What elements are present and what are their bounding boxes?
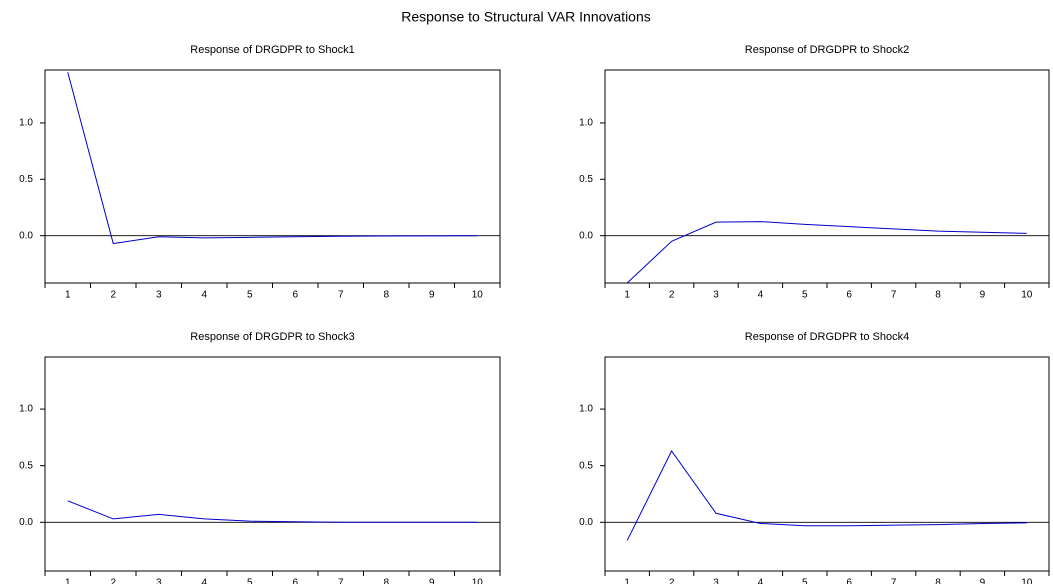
x-tick-label: 2 <box>669 290 675 301</box>
x-tick-label: 2 <box>110 290 116 301</box>
response-line <box>67 500 478 523</box>
x-tick-label: 6 <box>292 290 298 301</box>
response-line <box>626 221 1027 283</box>
x-tick-label: 10 <box>1021 578 1033 584</box>
x-tick-label: 4 <box>201 578 207 584</box>
panel-title: Response of DRGDPR to Shock3 <box>190 331 354 343</box>
x-tick-label: 4 <box>758 290 764 301</box>
x-tick-label: 6 <box>846 290 852 301</box>
response-line <box>626 450 1027 541</box>
y-tick-label: 0.0 <box>579 517 593 528</box>
x-tick-label: 5 <box>802 290 808 301</box>
x-tick-label: 9 <box>429 578 435 584</box>
y-tick-label: 1.0 <box>19 404 33 415</box>
x-tick-label: 4 <box>201 290 207 301</box>
panel-title: Response of DRGDPR to Shock4 <box>745 331 909 343</box>
x-tick-label: 10 <box>1021 290 1033 301</box>
x-tick-label: 3 <box>156 290 162 301</box>
x-tick-label: 4 <box>758 578 764 584</box>
x-tick-label: 8 <box>383 578 389 584</box>
x-tick-label: 5 <box>247 578 253 584</box>
x-tick-label: 3 <box>156 578 162 584</box>
y-tick-label: 1.0 <box>579 404 593 415</box>
x-tick-label: 7 <box>338 578 344 584</box>
x-tick-label: 3 <box>713 578 719 584</box>
x-tick-label: 5 <box>802 578 808 584</box>
x-tick-label: 5 <box>247 290 253 301</box>
x-tick-label: 7 <box>891 290 897 301</box>
x-tick-label: 10 <box>472 578 484 584</box>
y-tick-label: 0.5 <box>19 460 33 471</box>
response-line <box>67 72 478 245</box>
x-tick-label: 9 <box>980 290 986 301</box>
x-tick-label: 7 <box>338 290 344 301</box>
x-tick-label: 2 <box>110 578 116 584</box>
x-tick-label: 6 <box>292 578 298 584</box>
x-tick-label: 10 <box>472 290 484 301</box>
plot-frame <box>604 69 1050 284</box>
x-tick-label: 7 <box>891 578 897 584</box>
x-tick-label: 1 <box>65 578 71 584</box>
x-tick-label: 8 <box>935 578 941 584</box>
y-tick-label: 0.0 <box>19 230 33 241</box>
plot-frame <box>44 69 501 284</box>
plot-frame <box>44 356 501 572</box>
y-tick-label: 1.0 <box>19 118 33 129</box>
y-tick-label: 1.0 <box>579 118 593 129</box>
x-tick-label: 9 <box>980 578 986 584</box>
panel-title: Response of DRGDPR to Shock1 <box>190 44 354 56</box>
figure-title: Response to Structural VAR Innovations <box>401 9 651 25</box>
x-tick-label: 1 <box>624 290 630 301</box>
panel-title: Response of DRGDPR to Shock2 <box>745 44 909 56</box>
x-tick-label: 6 <box>846 578 852 584</box>
x-tick-label: 9 <box>429 290 435 301</box>
x-tick-label: 1 <box>65 290 71 301</box>
x-tick-label: 3 <box>713 290 719 301</box>
y-tick-label: 0.5 <box>579 460 593 471</box>
x-tick-label: 8 <box>383 290 389 301</box>
y-tick-label: 0.5 <box>19 174 33 185</box>
y-tick-label: 0.5 <box>579 174 593 185</box>
x-tick-label: 8 <box>935 290 941 301</box>
x-tick-label: 1 <box>624 578 630 584</box>
plot-frame <box>604 356 1050 572</box>
y-tick-label: 0.0 <box>19 517 33 528</box>
x-tick-label: 2 <box>669 578 675 584</box>
y-tick-label: 0.0 <box>579 230 593 241</box>
